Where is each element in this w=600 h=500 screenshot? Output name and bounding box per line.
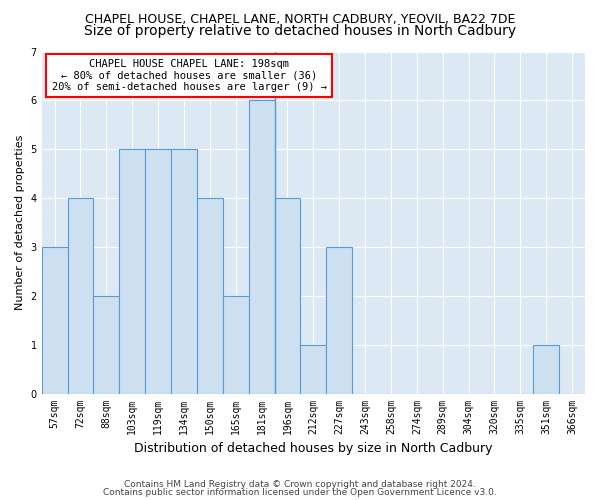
Bar xyxy=(94,296,119,394)
Bar xyxy=(119,149,145,394)
Text: Contains public sector information licensed under the Open Government Licence v3: Contains public sector information licen… xyxy=(103,488,497,497)
Bar xyxy=(223,296,248,394)
Bar xyxy=(197,198,223,394)
Bar xyxy=(301,344,326,394)
Bar xyxy=(68,198,94,394)
X-axis label: Distribution of detached houses by size in North Cadbury: Distribution of detached houses by size … xyxy=(134,442,493,455)
Text: CHAPEL HOUSE, CHAPEL LANE, NORTH CADBURY, YEOVIL, BA22 7DE: CHAPEL HOUSE, CHAPEL LANE, NORTH CADBURY… xyxy=(85,12,515,26)
Bar xyxy=(171,149,197,394)
Text: Size of property relative to detached houses in North Cadbury: Size of property relative to detached ho… xyxy=(84,24,516,38)
Y-axis label: Number of detached properties: Number of detached properties xyxy=(15,135,25,310)
Text: CHAPEL HOUSE CHAPEL LANE: 198sqm
← 80% of detached houses are smaller (36)
20% o: CHAPEL HOUSE CHAPEL LANE: 198sqm ← 80% o… xyxy=(52,59,326,92)
Text: Contains HM Land Registry data © Crown copyright and database right 2024.: Contains HM Land Registry data © Crown c… xyxy=(124,480,476,489)
Bar xyxy=(41,247,68,394)
Bar xyxy=(145,149,171,394)
Bar xyxy=(275,198,301,394)
Bar xyxy=(326,247,352,394)
Bar xyxy=(533,344,559,394)
Bar xyxy=(248,100,275,394)
